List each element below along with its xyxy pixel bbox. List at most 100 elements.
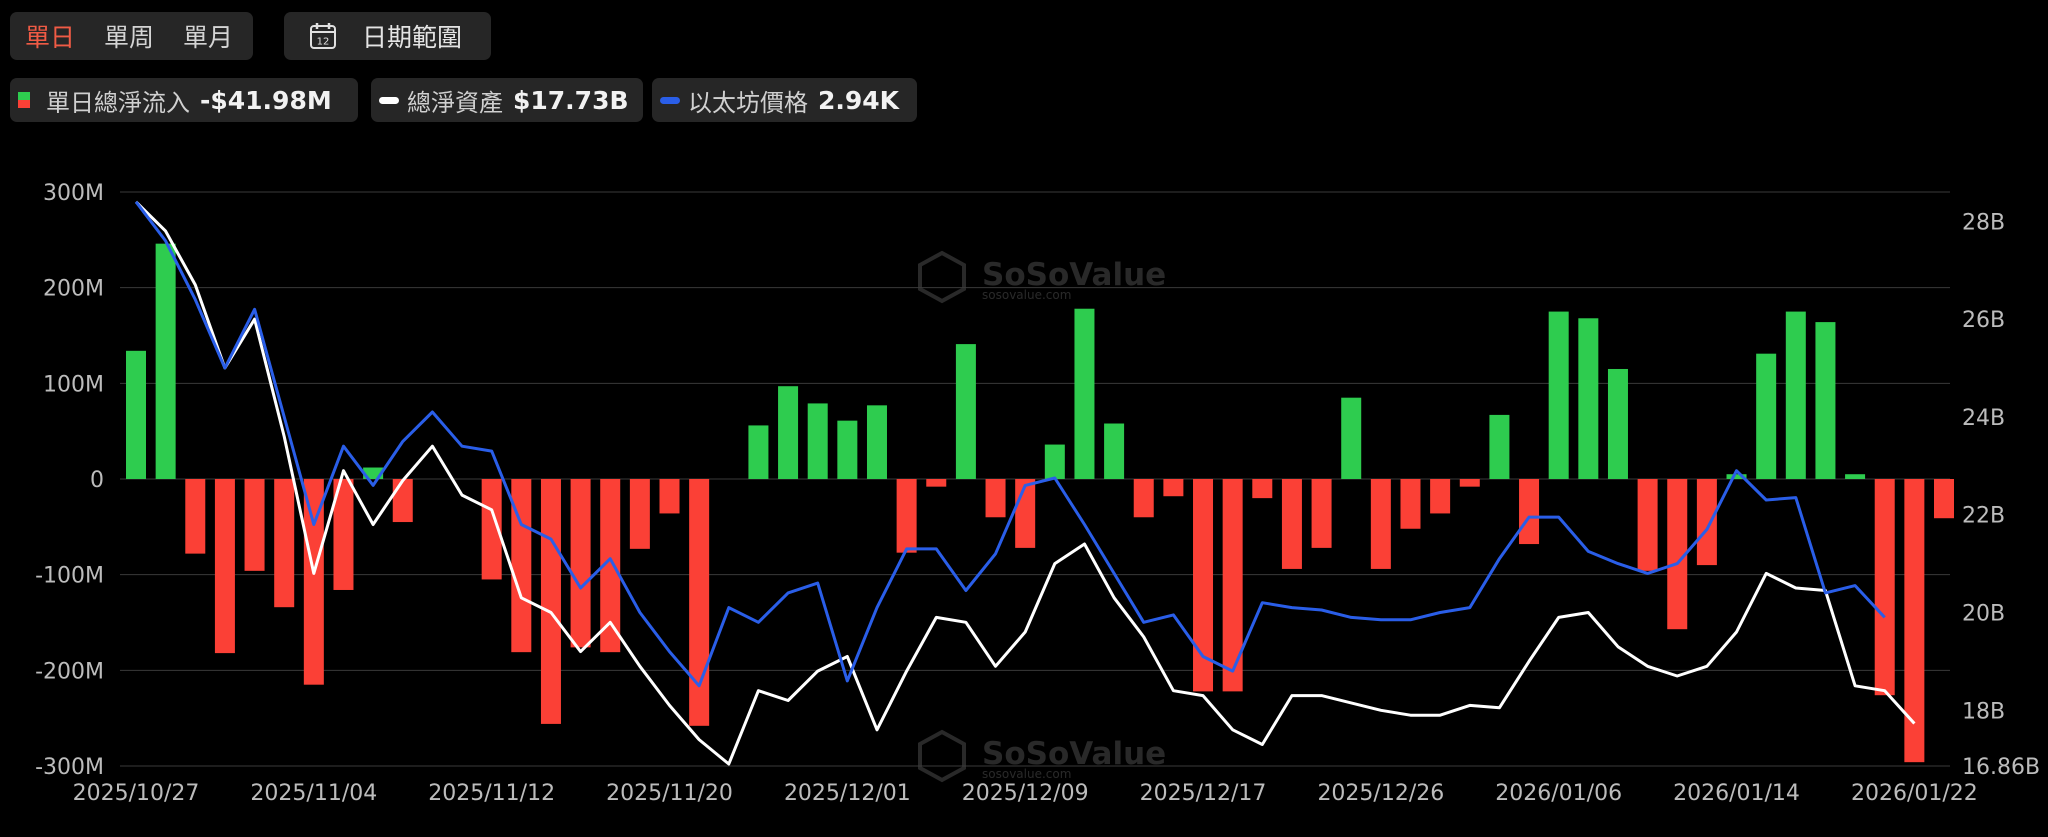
flow-bar	[866, 405, 887, 479]
flow-bar	[1193, 479, 1214, 692]
eth-price-line	[134, 200, 1886, 688]
flow-bar	[1430, 479, 1451, 514]
legend-inflow-label: 單日總淨流入	[46, 88, 190, 117]
watermark-bottom: SoSoValue sosovalue.com	[918, 729, 1166, 783]
x-tick-label: 2025/12/17	[1140, 781, 1267, 806]
flow-bar	[1222, 479, 1243, 692]
x-tick-label: 2025/12/09	[962, 781, 1089, 806]
flow-bar	[511, 479, 532, 653]
flow-bar	[1934, 479, 1954, 519]
price-swatch-icon	[660, 96, 680, 104]
flow-bar	[837, 420, 858, 479]
flow-bar	[155, 243, 176, 479]
flow-bar	[1696, 479, 1717, 566]
watermark-top: SoSoValue sosovalue.com	[918, 250, 1166, 304]
flow-bar	[1489, 414, 1510, 479]
flow-bar	[1845, 474, 1866, 479]
flow-bar	[1341, 397, 1362, 479]
date-range-label: 日期範圍	[362, 23, 463, 52]
flow-bar	[392, 479, 413, 523]
legend-price[interactable]: 以太坊價格 2.94K	[652, 78, 917, 122]
flow-bar	[1904, 479, 1925, 763]
flow-bar	[1311, 479, 1332, 548]
watermark-brand: SoSoValue	[982, 257, 1166, 293]
flow-bar	[481, 479, 502, 580]
flow-bar	[1459, 479, 1480, 487]
flow-bar	[1044, 444, 1065, 479]
flow-bar	[1607, 368, 1628, 479]
legend-price-label: 以太坊價格	[688, 88, 808, 117]
flow-bar	[540, 479, 561, 724]
calendar-day-number: 12	[317, 37, 330, 48]
flow-bar	[303, 479, 324, 685]
period-selector: 單日 單周 單月	[10, 12, 253, 60]
flow-bar	[659, 479, 680, 514]
flow-bar	[1548, 311, 1569, 479]
watermark-url: sosovalue.com	[982, 288, 1071, 302]
y-left-tick-label: 100M	[43, 372, 104, 397]
flow-bar	[570, 479, 591, 648]
flow-bar	[185, 479, 206, 554]
x-tick-label: 2025/12/01	[784, 781, 911, 806]
x-tick-label: 2026/01/22	[1851, 781, 1978, 806]
legend-inflow[interactable]: 單日總淨流入 -$41.98M	[10, 78, 358, 122]
flow-bar	[1637, 479, 1658, 571]
y-right-tick-label: 20B	[1962, 601, 2005, 626]
flow-bar	[1074, 308, 1095, 479]
watermark-url-2: sosovalue.com	[982, 767, 1071, 781]
sosovalue-watermark: SoSoValue sosovalue.com SoSoValue sosova…	[918, 250, 1166, 783]
inflow-swatch-icon	[18, 92, 30, 108]
x-tick-label: 2025/12/26	[1317, 781, 1444, 806]
flow-bar	[214, 479, 235, 654]
x-tick-label: 2026/01/14	[1673, 781, 1800, 806]
date-range-button[interactable]: 12 日期範圍	[284, 12, 491, 60]
sosovalue-logo-icon	[918, 729, 966, 783]
period-tab-month[interactable]: 單月	[183, 23, 234, 52]
flow-bar	[1667, 479, 1688, 630]
y-left-tick-label: 200M	[43, 277, 104, 302]
legend-inflow-value: -$41.98M	[200, 85, 332, 115]
y-right-tick-label: 26B	[1962, 308, 2005, 333]
y-left-tick-label: 300M	[43, 181, 104, 206]
y-right-tick-label: 28B	[1962, 210, 2005, 235]
period-tab-week[interactable]: 單周	[104, 23, 155, 52]
x-tick-label: 2025/10/27	[73, 781, 200, 806]
flow-bar	[1785, 311, 1806, 479]
flow-bar	[629, 479, 650, 549]
flow-bar	[926, 479, 947, 487]
flow-bar	[363, 467, 384, 479]
flow-bar	[274, 479, 295, 608]
x-tick-label: 2025/11/04	[250, 781, 377, 806]
flow-bar	[689, 479, 710, 726]
flow-bar	[333, 479, 354, 590]
flow-bar	[807, 403, 828, 479]
flow-bar	[748, 425, 769, 479]
flow-bar	[1756, 353, 1777, 479]
legend-assets-label: 總淨資產	[407, 88, 503, 117]
flow-bar	[955, 344, 976, 479]
y-left-tick-label: -200M	[35, 659, 104, 684]
flow-bar	[1578, 318, 1599, 479]
y-left-tick-label: 0	[90, 468, 104, 493]
legend-assets[interactable]: 總淨資產 $17.73B	[371, 78, 643, 122]
y-right-tick-label: 18B	[1962, 699, 2005, 724]
period-tab-day[interactable]: 單日	[25, 23, 76, 52]
x-tick-label: 2025/11/12	[428, 781, 555, 806]
flow-bar	[1252, 479, 1273, 499]
y-left-tick-label: -300M	[35, 755, 104, 780]
calendar-icon: 12	[310, 23, 336, 49]
flow-bar	[1015, 479, 1036, 548]
flow-bar	[1400, 479, 1421, 529]
flow-bar	[126, 350, 146, 479]
flow-bar	[600, 479, 621, 653]
flow-bar	[1133, 479, 1154, 518]
flow-bar	[1104, 423, 1125, 479]
flow-bar	[778, 386, 799, 479]
y-right-tick-label: 22B	[1962, 504, 2005, 529]
y-right-tick-label: 16.86B	[1962, 755, 2040, 780]
flow-bar	[1370, 479, 1391, 569]
y-right-tick-label: 24B	[1962, 406, 2005, 431]
flow-bar	[896, 479, 917, 553]
flow-bar	[985, 479, 1006, 518]
